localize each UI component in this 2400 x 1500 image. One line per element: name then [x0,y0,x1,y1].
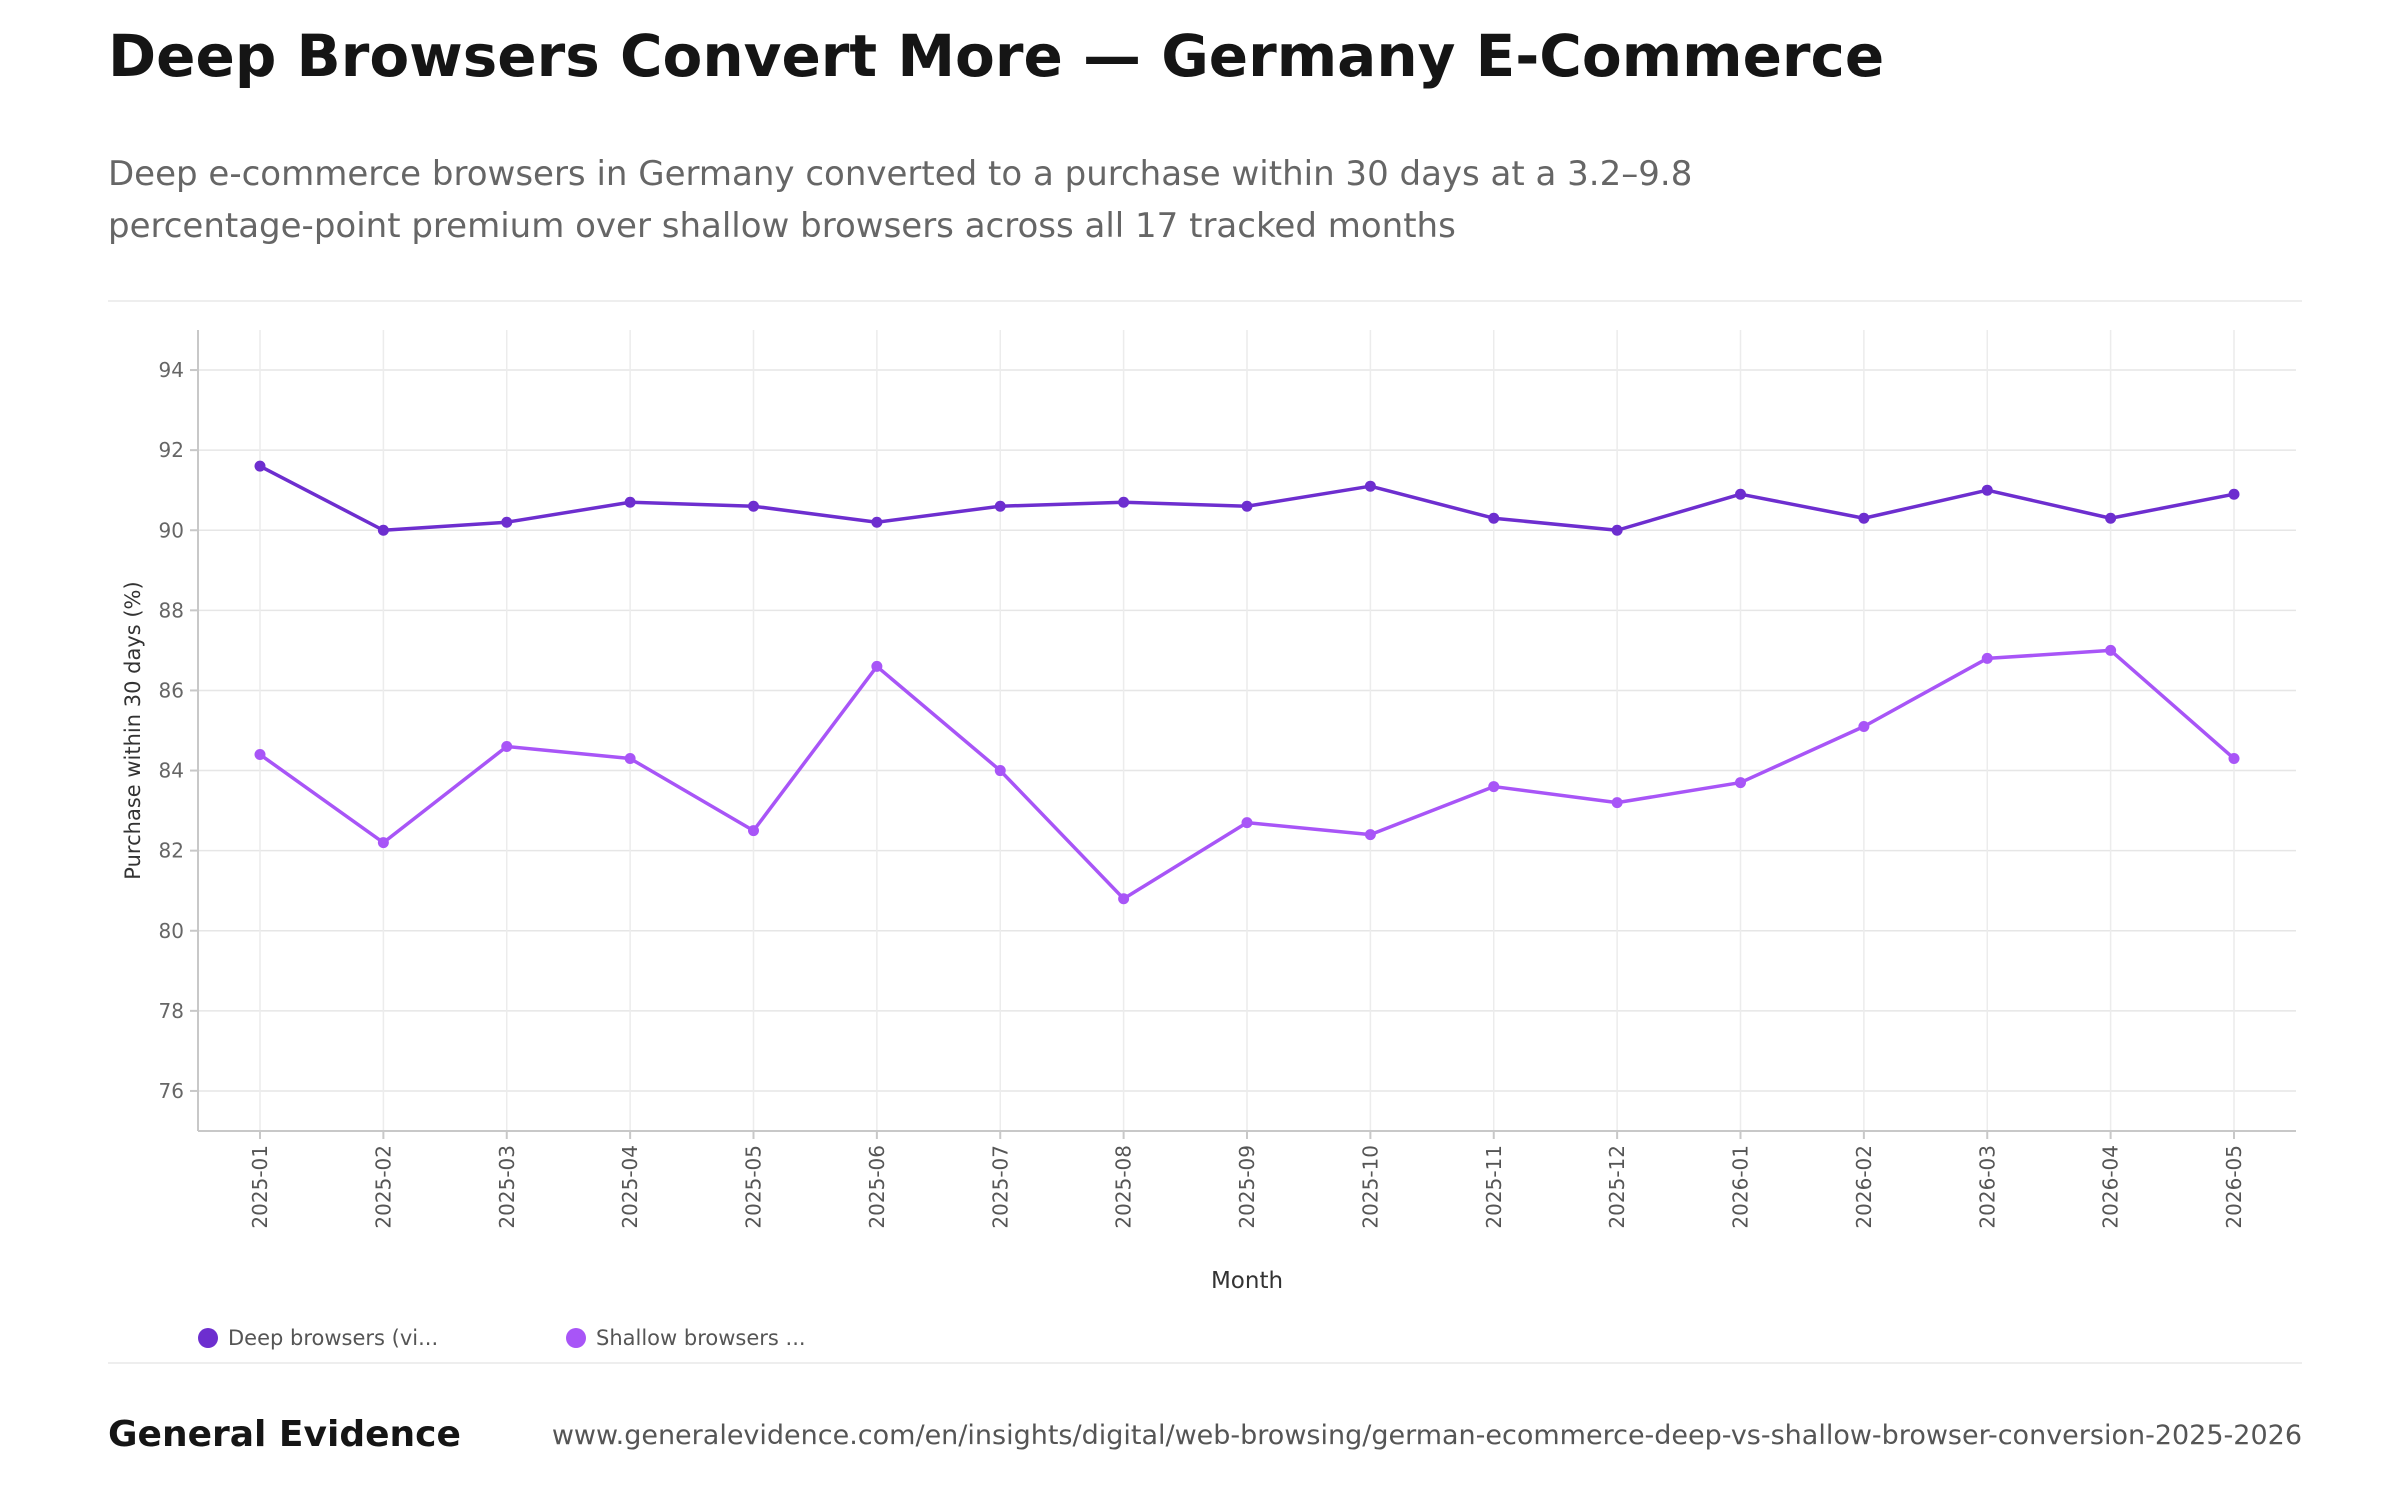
data-point [2228,488,2240,500]
data-point [1118,496,1130,508]
data-point [501,516,513,528]
x-tick-label: 2026-03 [1975,1145,1999,1229]
y-tick-label: 82 [159,839,184,863]
x-tick-label: 2026-01 [1729,1145,1753,1229]
x-tick-label: 2025-07 [988,1145,1012,1229]
data-point [624,496,636,508]
data-point [1735,488,1746,500]
data-point [1735,777,1746,789]
data-point [994,765,1006,777]
data-point [748,825,759,837]
data-point [2228,753,2240,765]
data-point [2105,644,2117,656]
data-point [1981,652,1993,664]
data-point [2105,512,2117,524]
data-point [1858,512,1870,524]
x-axis-title: Month [1211,1268,1283,1294]
x-tick-label: 2025-11 [1482,1145,1506,1229]
x-tick-label: 2025-04 [618,1145,642,1229]
data-point [1364,829,1376,841]
chart-title: Deep Browsers Convert More — Germany E-C… [108,22,1885,90]
data-point [1981,484,1993,496]
chart-subtitle: Deep e-commerce browsers in Germany conv… [108,154,1693,246]
data-point [871,516,883,528]
y-tick-label: 92 [159,438,184,462]
x-tick-label: 2025-01 [248,1145,272,1229]
data-point [1241,817,1253,829]
data-point [1488,512,1500,524]
x-tick-label: 2025-06 [865,1145,889,1229]
source-url[interactable]: www.generalevidence.com/en/insights/digi… [551,1420,2302,1451]
x-tick-label: 2025-02 [371,1145,395,1229]
y-tick-label: 94 [159,358,184,382]
x-tick-label: 2026-02 [1852,1145,1876,1229]
data-point [871,660,883,672]
x-tick-label: 2025-08 [1112,1145,1136,1229]
data-point [994,500,1006,512]
data-point [254,460,266,472]
y-axis-title: Purchase within 30 days (%) [121,581,145,879]
x-tick-label: 2026-05 [2222,1145,2246,1229]
data-point [1611,797,1623,809]
data-point [1241,500,1253,512]
legend-label-deep: Deep browsers (vi... [228,1326,439,1350]
x-tick-label: 2026-04 [2099,1145,2123,1229]
y-tick-label: 80 [159,919,184,943]
legend-item-shallow[interactable]: Shallow browsers ... [566,1326,806,1350]
data-point [1858,720,1870,732]
x-tick-label: 2025-03 [495,1145,519,1229]
y-tick-label: 86 [159,678,184,702]
data-point [748,500,759,512]
x-tick-label: 2025-10 [1358,1145,1382,1229]
y-tick-label: 88 [159,598,184,622]
y-tick-label: 76 [159,1079,184,1103]
legend-item-deep[interactable]: Deep browsers (vi... [198,1326,438,1350]
data-point [1488,781,1500,793]
legend-swatch-shallow [566,1328,586,1348]
legend-swatch-deep [198,1328,218,1348]
data-point [624,753,636,765]
bottom-divider [108,1362,2302,1364]
data-point [377,837,389,849]
data-point [1364,480,1376,492]
data-point [1118,893,1130,905]
x-tick-label: 2025-05 [742,1145,766,1229]
x-tick-label: 2025-09 [1235,1145,1259,1229]
top-divider [108,300,2302,302]
data-point [254,749,266,761]
brand-logo-text: General Evidence [108,1414,461,1455]
data-point [1611,524,1623,536]
data-point [501,741,513,753]
data-point [377,524,389,536]
legend-label-shallow: Shallow browsers ... [596,1326,806,1350]
x-tick-label: 2025-12 [1605,1145,1629,1229]
y-tick-label: 78 [159,999,184,1023]
y-tick-label: 84 [159,759,184,783]
line-chart: 76 78 80 82 84 86 88 90 92 94 2025-01 2025-02 2025-0… [121,330,2296,1294]
y-tick-label: 90 [159,518,184,542]
